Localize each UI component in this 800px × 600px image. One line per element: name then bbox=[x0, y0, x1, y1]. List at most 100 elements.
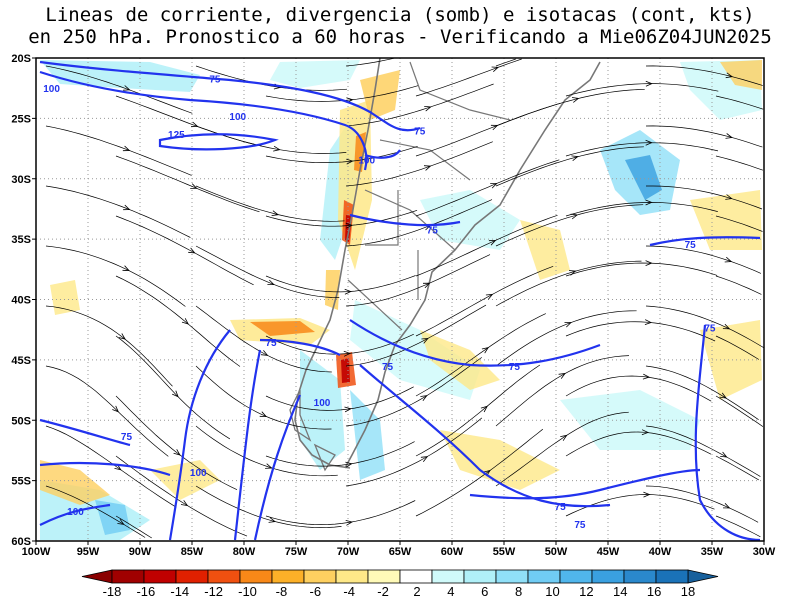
streamline bbox=[45, 245, 186, 307]
streamline bbox=[565, 142, 719, 157]
neg-div-patch bbox=[720, 60, 762, 90]
streamline-arrow bbox=[346, 158, 354, 165]
streamline bbox=[715, 275, 762, 295]
streamline bbox=[415, 214, 558, 277]
streamline-arrow bbox=[273, 145, 281, 152]
streamline-arrow bbox=[720, 451, 728, 458]
lon-label: 85W bbox=[181, 546, 204, 558]
streamline bbox=[645, 305, 764, 348]
colorbar-label: -12 bbox=[204, 584, 223, 599]
streamline-arrow bbox=[420, 456, 429, 462]
streamline-arrow bbox=[490, 124, 499, 131]
isotach-label: 75 bbox=[555, 502, 567, 513]
streamline-arrow bbox=[112, 405, 120, 413]
chile-islands bbox=[289, 389, 336, 472]
streamline-arrow bbox=[181, 318, 190, 325]
lon-label: 90W bbox=[129, 546, 152, 558]
south-america-east-coast bbox=[344, 61, 601, 469]
colorbar-label: -18 bbox=[103, 584, 122, 599]
streamline-arrow bbox=[571, 155, 579, 162]
streamline-arrow bbox=[173, 449, 181, 456]
isotach-contours bbox=[39, 60, 761, 541]
streamline-arrow bbox=[117, 518, 125, 525]
colorbar-label: 6 bbox=[481, 584, 488, 599]
streamline-arrow bbox=[123, 204, 131, 211]
streamline bbox=[345, 254, 491, 307]
streamline bbox=[195, 485, 342, 528]
neg-div-patch bbox=[50, 280, 80, 315]
streamline-arrow bbox=[490, 183, 498, 189]
colorbar-swatch bbox=[623, 569, 657, 584]
streamline-arrow bbox=[268, 517, 276, 523]
streamline bbox=[45, 185, 191, 238]
streamline-arrow bbox=[719, 392, 728, 399]
streamline bbox=[645, 485, 759, 523]
streamline bbox=[715, 455, 759, 481]
streamline-arrow bbox=[645, 199, 653, 206]
neg-div-patch bbox=[250, 321, 315, 336]
lat-label: 30S bbox=[11, 174, 31, 186]
colorbar-swatch bbox=[399, 569, 433, 584]
lat-label: 40S bbox=[11, 295, 31, 307]
isotach-label: 75 bbox=[265, 338, 277, 349]
isotach-label: 75 bbox=[574, 520, 586, 531]
isotach-label: 75 bbox=[685, 240, 697, 251]
streamline bbox=[495, 146, 644, 187]
streamline-arrow bbox=[560, 434, 568, 441]
isotach-100-c bbox=[233, 349, 262, 541]
streamline-arrow bbox=[722, 323, 731, 330]
streamline-arrow bbox=[645, 139, 653, 146]
longitude-labels: 100W 95W 90W 85W 80W 75W 70W 65W 60W 55W 50W 45W 40W… bbox=[22, 541, 776, 558]
streamline bbox=[565, 321, 716, 342]
isotach-label: 100 bbox=[43, 84, 60, 95]
colorbar-label: -16 bbox=[136, 584, 155, 599]
streamline bbox=[495, 310, 637, 367]
isotach-75 bbox=[39, 60, 421, 132]
isotach-label: 100 bbox=[229, 112, 246, 123]
colorbar-label: 16 bbox=[647, 584, 661, 599]
isotach-125 bbox=[158, 133, 279, 151]
streamline-arrow bbox=[488, 239, 497, 246]
colorbar-label: 2 bbox=[413, 584, 420, 599]
isotach-100-e bbox=[39, 461, 171, 477]
streamline bbox=[265, 145, 418, 163]
streamline-arrow bbox=[123, 85, 131, 91]
streamline-arrow bbox=[483, 469, 491, 477]
streamline bbox=[345, 141, 493, 187]
lat-lon-grid bbox=[36, 58, 764, 541]
streamline bbox=[345, 417, 483, 487]
colorbar-label: 18 bbox=[681, 584, 695, 599]
lat-label: 55S bbox=[11, 476, 31, 488]
colorbar-swatch bbox=[463, 569, 497, 584]
streamline-arrow bbox=[265, 463, 273, 469]
streamline bbox=[265, 275, 416, 293]
streamline-arrow bbox=[344, 288, 352, 295]
streamline bbox=[115, 275, 241, 367]
streamline bbox=[115, 215, 254, 286]
streamline-arrow bbox=[420, 395, 428, 402]
streamline-arrow bbox=[725, 194, 733, 200]
isotach-label: 100 bbox=[190, 468, 207, 479]
streamline bbox=[715, 95, 764, 110]
colorbar-label: -6 bbox=[310, 584, 322, 599]
streamline-arrow bbox=[641, 429, 650, 436]
colorbar-swatch bbox=[431, 569, 465, 584]
streamline bbox=[495, 58, 516, 67]
lon-label: 30W bbox=[753, 546, 776, 558]
lat-label: 35S bbox=[11, 234, 31, 246]
streamline bbox=[115, 335, 231, 440]
lat-label: 20S bbox=[11, 53, 31, 65]
pos-div-patch bbox=[270, 60, 360, 88]
streamline-arrow bbox=[571, 97, 580, 103]
streamline-arrow bbox=[345, 520, 354, 526]
streamline-arrow bbox=[424, 106, 432, 112]
streamline-arrow bbox=[645, 80, 653, 87]
streamline-arrow bbox=[260, 350, 269, 356]
lon-label: 80W bbox=[233, 546, 256, 558]
lon-label: 70W bbox=[337, 546, 360, 558]
streamline bbox=[45, 65, 193, 114]
streamline bbox=[195, 365, 332, 430]
streamline-arrow bbox=[722, 503, 731, 509]
streamline bbox=[715, 215, 763, 232]
isotach-label: 75 bbox=[209, 75, 221, 86]
